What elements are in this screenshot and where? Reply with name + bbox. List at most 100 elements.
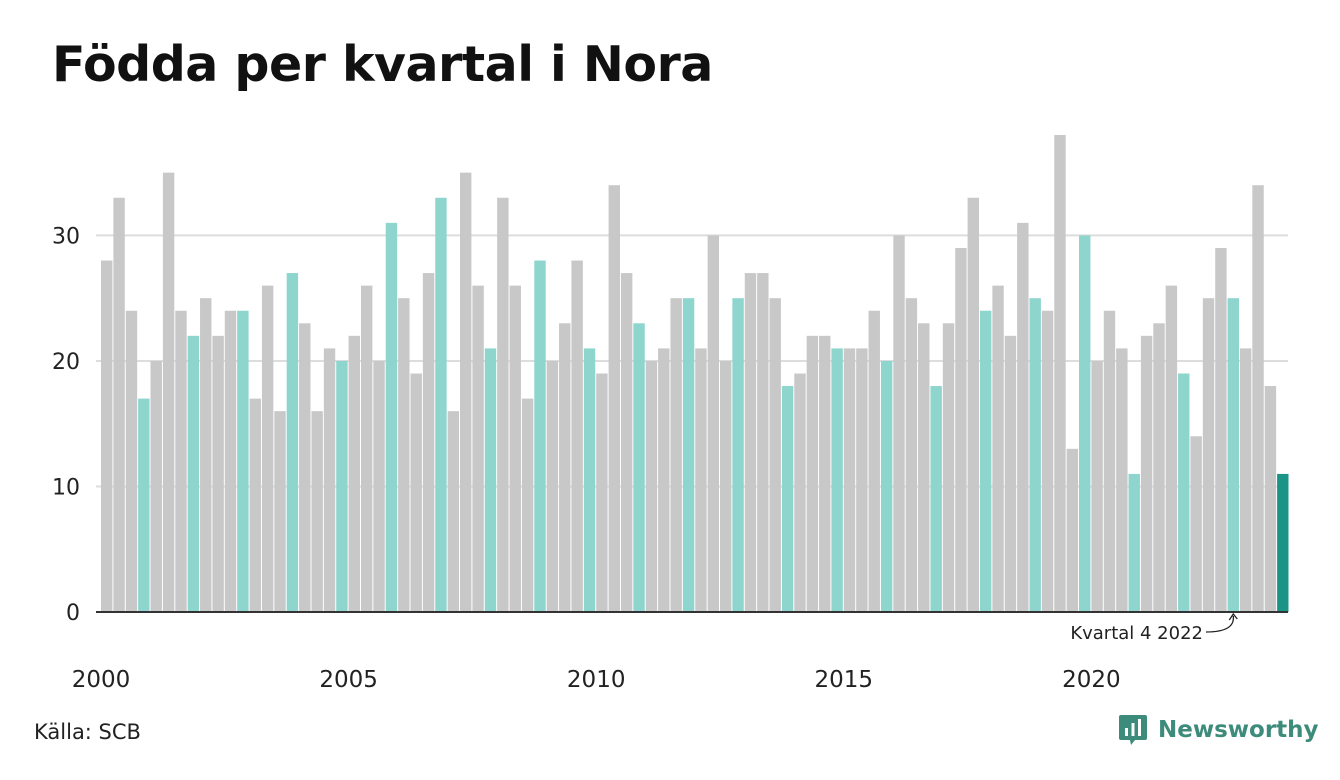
- bar: [918, 323, 930, 612]
- bar: [967, 197, 979, 612]
- bar: [806, 335, 819, 612]
- bar: [1091, 360, 1103, 612]
- bar: [732, 298, 744, 612]
- bar: [472, 285, 484, 612]
- bars: [101, 135, 1289, 613]
- bar: [1004, 335, 1017, 612]
- bar: [1239, 348, 1252, 612]
- bar: [1066, 448, 1079, 612]
- annotation-arrowhead: [1228, 612, 1238, 621]
- y-tick-label: 20: [52, 350, 80, 375]
- bar: [1215, 247, 1227, 612]
- bar: [744, 273, 757, 612]
- bar: [187, 335, 200, 612]
- source-credit: Källa: SCB: [34, 720, 141, 744]
- bar: [484, 348, 497, 612]
- bar: [1277, 473, 1289, 612]
- bar: [559, 323, 571, 612]
- bar: [1153, 323, 1165, 612]
- bar: [1178, 373, 1190, 612]
- bar: [1128, 473, 1140, 612]
- bar: [955, 247, 967, 612]
- bar: [905, 298, 918, 612]
- bar: [868, 310, 880, 612]
- bar: [720, 360, 732, 612]
- bar: [360, 285, 373, 612]
- bar: [1103, 310, 1116, 612]
- bar: [682, 298, 695, 612]
- bar: [323, 348, 336, 612]
- bar: [546, 360, 559, 612]
- bar: [608, 185, 620, 612]
- bar: [1227, 298, 1239, 612]
- bar: [880, 360, 893, 612]
- bar: [348, 335, 360, 612]
- axes: 0 10 20 30 2000 2005 2010 2015 2020: [52, 224, 1288, 693]
- bar: [497, 197, 509, 612]
- bar: [447, 411, 460, 612]
- bar: [311, 411, 323, 612]
- bar: [336, 360, 348, 612]
- bar: [707, 235, 720, 613]
- bar: [781, 386, 794, 612]
- bar: [101, 260, 113, 612]
- x-tick-label: 2005: [319, 667, 378, 693]
- bar: [212, 335, 224, 612]
- bar: [1079, 235, 1091, 613]
- newsworthy-logo-icon: [1119, 715, 1147, 745]
- bar: [843, 348, 856, 612]
- x-tick-label: 2015: [815, 667, 874, 693]
- bar: [261, 285, 274, 612]
- bar: [509, 285, 521, 612]
- bar: [521, 398, 534, 612]
- bar: [930, 386, 942, 612]
- bar: [125, 310, 138, 612]
- bar: [942, 323, 955, 612]
- bar: [138, 398, 150, 612]
- bar: [583, 348, 596, 612]
- bar: [658, 348, 670, 612]
- bar: [299, 323, 311, 612]
- bar: [1017, 222, 1029, 612]
- x-tick-label: 2000: [72, 667, 131, 693]
- bar: [620, 273, 633, 612]
- bar: [249, 398, 261, 612]
- bar: [819, 335, 831, 612]
- annotation-label: Kvartal 4 2022: [1070, 623, 1203, 644]
- bar: [162, 172, 175, 612]
- y-tick-label: 0: [66, 601, 80, 626]
- bar: [150, 360, 162, 612]
- bar: [175, 310, 187, 612]
- bar: [1264, 386, 1277, 612]
- bar: [1140, 335, 1153, 612]
- bar: [794, 373, 806, 612]
- newsworthy-logo: Newsworthy: [1118, 713, 1319, 747]
- x-tick-label: 2010: [567, 667, 626, 693]
- y-tick-label: 10: [52, 475, 80, 500]
- bar: [274, 411, 286, 612]
- bar: [435, 197, 447, 612]
- x-tick-label: 2020: [1062, 667, 1121, 693]
- bar: [1116, 348, 1128, 612]
- bar: [856, 348, 868, 612]
- bar: [113, 197, 125, 612]
- bar: [286, 273, 299, 612]
- bar: [645, 360, 658, 612]
- bar: [534, 260, 546, 612]
- bar: [422, 273, 435, 612]
- bar: [769, 298, 781, 612]
- bar: [633, 323, 645, 612]
- bar: [410, 373, 422, 612]
- bar: [893, 235, 905, 613]
- newsworthy-logo-text: Newsworthy: [1158, 717, 1319, 743]
- bar: [695, 348, 707, 612]
- bar: [670, 298, 682, 612]
- bar: [757, 273, 769, 612]
- bar: [200, 298, 212, 612]
- bar: [831, 348, 843, 612]
- y-tick-label: 30: [52, 224, 80, 249]
- bar: [224, 310, 237, 612]
- page-title: Födda per kvartal i Nora: [52, 36, 713, 93]
- bar: [385, 222, 398, 612]
